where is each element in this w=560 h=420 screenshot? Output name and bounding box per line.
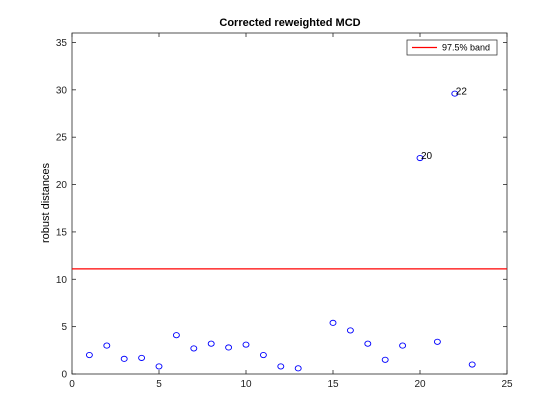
y-tick-label: 20 xyxy=(56,180,68,191)
data-point xyxy=(381,356,389,363)
legend-box xyxy=(406,39,498,56)
data-point xyxy=(190,345,198,352)
data-point xyxy=(120,355,128,362)
plot-area: 0 5 10 15 20 25 0 5 10 15 20 25 30 35 20 22 97.5% band xyxy=(56,32,513,390)
data-point xyxy=(433,338,441,345)
x-tick-label: 5 xyxy=(156,379,162,390)
y-tick-label: 0 xyxy=(61,370,67,381)
data-point xyxy=(155,363,163,370)
data-point xyxy=(207,340,215,347)
data-point xyxy=(225,344,233,351)
x-tick-label: 10 xyxy=(240,379,252,390)
data-point xyxy=(364,340,372,347)
y-tick-label: 15 xyxy=(56,227,68,238)
legend-label: 97.5% band xyxy=(442,43,490,53)
data-point xyxy=(346,327,354,334)
data-point xyxy=(85,352,93,359)
data-point xyxy=(259,352,267,359)
x-tick-label: 20 xyxy=(414,379,426,390)
x-tick-label: 25 xyxy=(501,379,513,390)
data-point xyxy=(399,342,407,349)
y-tick-label: 5 xyxy=(61,322,67,333)
axes-frame xyxy=(71,32,508,375)
data-point xyxy=(138,354,146,361)
data-point xyxy=(294,365,302,372)
data-point xyxy=(451,90,459,97)
y-tick-label: 10 xyxy=(56,275,68,286)
data-point xyxy=(242,341,250,348)
x-tick-label: 0 xyxy=(69,379,75,390)
y-axis-label: robust distances xyxy=(40,162,52,243)
data-point xyxy=(416,154,424,162)
data-point xyxy=(329,319,337,326)
x-tick-label: 15 xyxy=(327,379,339,390)
data-point xyxy=(277,363,285,370)
data-point xyxy=(172,332,180,339)
data-point xyxy=(103,342,111,349)
point-label: 20 xyxy=(421,151,433,162)
y-tick-label: 25 xyxy=(56,133,68,144)
chart-title: Corrected reweighted MCD xyxy=(219,17,360,29)
point-label: 22 xyxy=(456,87,468,98)
y-tick-label: 35 xyxy=(56,38,68,49)
y-tick-label: 30 xyxy=(56,85,68,96)
data-point xyxy=(468,361,476,368)
